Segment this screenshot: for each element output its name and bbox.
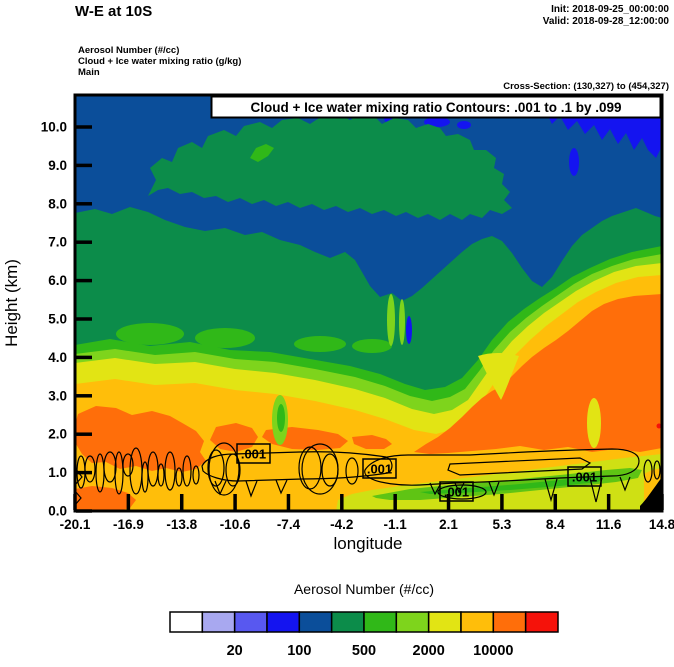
y-tick-label: 8.0 [48, 196, 67, 211]
colorbar-tick-label: 20 [227, 643, 243, 659]
colorbar: 20 100 500 2000 10000 [169, 611, 559, 659]
y-tick-label: 0.0 [48, 504, 67, 519]
x-tick-label: -10.6 [220, 517, 251, 532]
fill-green-blob [352, 339, 392, 353]
field-label-aerosol: Aerosol Number (#/cc) [78, 45, 179, 56]
y-tick-label: 7.0 [48, 235, 67, 250]
colorbar-cell [524, 611, 559, 633]
y-tick-label: 10.0 [41, 120, 67, 135]
contour-label: .001 [572, 470, 597, 485]
valid-time: Valid: 2018-09-28_12:00:00 [543, 16, 670, 27]
overlay-title: Cloud + Ice water mixing ratio Contours:… [251, 100, 622, 115]
plot-border [73, 93, 664, 513]
y-tick-label: 2.0 [48, 427, 67, 442]
x-tick-label: 2.1 [439, 517, 458, 532]
contour-tube-inner [447, 457, 592, 476]
x-axis-title: longitude [333, 534, 402, 553]
x-tick-label: -7.4 [277, 517, 301, 532]
page-title: W-E at 10S [75, 3, 152, 20]
fill-royal-dot [457, 121, 471, 129]
y-tick-label: 3.0 [48, 388, 67, 403]
colorbar-cell [395, 611, 430, 633]
colorbar-title: Aerosol Number (#/cc) [294, 581, 434, 597]
fill-royal-dot [424, 117, 450, 127]
colorbar-cell [266, 611, 301, 633]
contour-label-box [439, 481, 474, 502]
colorbar-cell [460, 611, 495, 633]
init-time: Init: 2018-09-25_00:00:00 [551, 4, 669, 15]
contour-teeth [214, 476, 631, 503]
y-tick-label: 5.0 [48, 312, 67, 327]
fill-green-blob [195, 328, 255, 348]
contour-tube-left [201, 451, 393, 482]
x-tick-label: 5.3 [493, 517, 512, 532]
x-tick-label: -16.9 [113, 517, 144, 532]
contour-label-box [236, 443, 271, 464]
y-axis-title: Height (km) [2, 259, 21, 347]
colorbar-cell [427, 611, 462, 633]
contour-label-boxes: .001 .001 .001 .001 [236, 443, 602, 502]
colorbar-cell [201, 611, 236, 633]
x-tick-label: 14.8 [649, 517, 674, 532]
terrain-wedge [640, 477, 662, 511]
y-tick-label: 9.0 [48, 158, 67, 173]
fill-royal-streak [569, 148, 579, 176]
field-label-cloud-ice: Cloud + Ice water mixing ratio (g/kg) [78, 56, 241, 67]
colorbar-tick-label: 2000 [413, 643, 445, 659]
x-tick-label: -4.2 [330, 517, 353, 532]
cloud-contour-lines [74, 442, 661, 506]
contour-fill-field [74, 95, 662, 511]
x-tick-label: -1.1 [384, 517, 408, 532]
x-axis: -20.1 -16.9 -13.8 -10.6 -7.4 -4.2 -1.1 2.1 5.3 8.… [60, 494, 674, 532]
contour-label: .001 [241, 447, 266, 462]
x-tick-label: -20.1 [60, 517, 91, 532]
colorbar-tick-label: 10000 [473, 643, 513, 659]
y-tick-label: 1.0 [48, 465, 67, 480]
fill-bright-green-patch [250, 144, 274, 162]
colorbar-tick-label: 100 [287, 643, 311, 659]
overlay-title-box [210, 95, 662, 119]
fill-green-blob [294, 336, 346, 352]
x-tick-label: 8.4 [546, 517, 565, 532]
field-label-domain: Main [78, 67, 100, 78]
fill-yellow-tongue [478, 353, 519, 400]
fill-bottom-green-core [420, 477, 605, 494]
fill-yellow-streak [587, 398, 601, 448]
contour-label-box [567, 466, 602, 487]
colorbar-cell [492, 611, 527, 633]
fill-green-streak-core [277, 404, 285, 432]
fill-royal-streak [406, 316, 412, 344]
cross-section-coords: Cross-Section: (130,327) to (454,327) [503, 81, 669, 92]
fill-orange-blob [352, 435, 392, 449]
colorbar-cell [363, 611, 398, 633]
y-tick-label: 6.0 [48, 273, 67, 288]
fill-green-blob [116, 323, 184, 345]
colorbar-cell [298, 611, 333, 633]
contour-label: .001 [367, 462, 392, 477]
y-tick-label: 4.0 [48, 350, 67, 365]
colorbar-cell [330, 611, 365, 633]
contour-label-box [362, 458, 397, 479]
x-tick-label: -13.8 [166, 517, 197, 532]
fill-upper-cloud-blob [148, 114, 512, 220]
fill-lightgreen-streak [399, 299, 405, 345]
fill-lightgreen-streak [387, 294, 395, 346]
colorbar-cell [233, 611, 268, 633]
fill-red-dot [656, 423, 662, 429]
colorbar-tick-label: 500 [352, 643, 376, 659]
colorbar-cell [169, 611, 204, 633]
x-tick-label: 11.6 [596, 517, 622, 532]
contour-tube-right [364, 448, 640, 486]
y-axis: 0.0 1.0 2.0 3.0 4.0 5.0 6.0 7.0 8.0 9.0 10.0 [41, 120, 92, 519]
